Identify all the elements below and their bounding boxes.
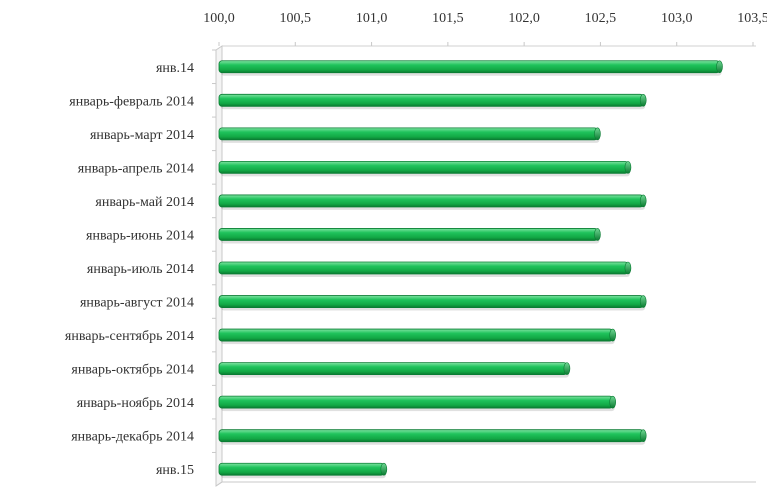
bar-end-cap bbox=[639, 295, 647, 308]
category-label: январь-июнь 2014 bbox=[86, 228, 194, 243]
bar bbox=[218, 60, 720, 74]
bar-end-cap bbox=[624, 161, 632, 174]
category-label: январь-май 2014 bbox=[95, 195, 194, 210]
category-label: январь-март 2014 bbox=[90, 128, 194, 143]
bar bbox=[218, 127, 598, 141]
x-tick-label: 103,0 bbox=[661, 11, 693, 26]
category-label: январь-февраль 2014 bbox=[69, 94, 194, 109]
bar-end-cap bbox=[563, 362, 571, 375]
category-label: январь-сентябрь 2014 bbox=[65, 329, 194, 344]
x-tick-label: 101,5 bbox=[432, 11, 464, 26]
category-label: январь-август 2014 bbox=[80, 296, 194, 311]
bar bbox=[218, 194, 644, 208]
x-tick-label: 102,5 bbox=[585, 11, 617, 26]
bar-end-cap bbox=[609, 328, 616, 342]
chart-plot-area: 100,0 100,5 101,0 101,5 102,0 102,5 103,0 103,5… bbox=[65, 11, 767, 487]
bar-end-cap bbox=[609, 395, 616, 409]
bar-end-cap bbox=[594, 127, 601, 141]
category-label: январь-апрель 2014 bbox=[78, 161, 194, 176]
x-axis-floor bbox=[215, 481, 756, 487]
bar bbox=[218, 429, 644, 443]
category-label: январь-ноябрь 2014 bbox=[77, 396, 194, 411]
bar-end-cap bbox=[594, 228, 601, 241]
bar-end-cap bbox=[380, 462, 388, 476]
bar bbox=[218, 261, 629, 275]
bar-end-cap bbox=[639, 94, 647, 107]
category-label: янв.14 bbox=[156, 61, 194, 76]
bar-end-cap bbox=[639, 429, 647, 442]
bar-end-cap bbox=[639, 194, 647, 208]
bar bbox=[218, 228, 598, 241]
x-tick-label: 100,5 bbox=[280, 11, 312, 26]
category-label: январь-декабрь 2014 bbox=[71, 430, 194, 445]
bar bbox=[218, 160, 629, 174]
bar bbox=[218, 295, 644, 308]
bar bbox=[218, 328, 614, 342]
x-tick-label: 102,0 bbox=[508, 11, 540, 26]
x-tick-label: 103,5 bbox=[737, 11, 767, 26]
bar-end-cap bbox=[624, 261, 632, 275]
x-tick-label: 100,0 bbox=[203, 11, 235, 26]
bar-end-cap bbox=[716, 60, 723, 74]
bar bbox=[218, 362, 568, 376]
bar bbox=[218, 462, 385, 476]
bar bbox=[218, 93, 644, 107]
category-label: январь-октябрь 2014 bbox=[71, 363, 194, 378]
bar bbox=[218, 395, 614, 409]
category-label: январь-июль 2014 bbox=[87, 262, 194, 277]
category-label: янв.15 bbox=[156, 463, 194, 478]
x-tick-label: 101,0 bbox=[356, 11, 388, 26]
